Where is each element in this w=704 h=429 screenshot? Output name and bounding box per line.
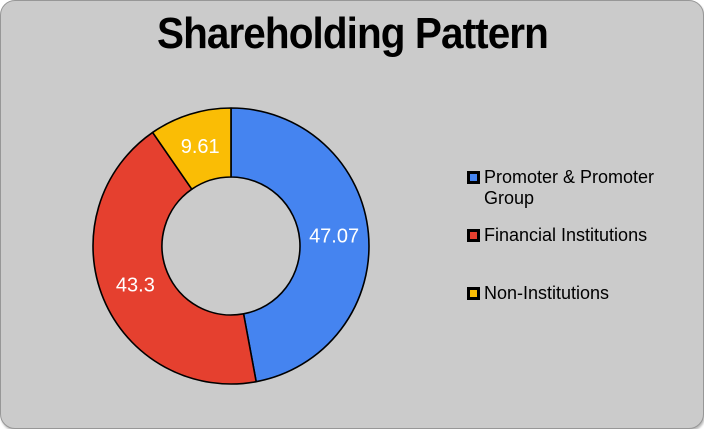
slice-label-2: 9.61 xyxy=(181,136,220,158)
legend-entry-1[interactable]: Financial Institutions xyxy=(467,225,682,246)
legend-label-0: Promoter & Promoter Group xyxy=(484,167,655,208)
slice-label-1: 43.3 xyxy=(116,275,155,297)
legend-marker-1 xyxy=(467,229,480,242)
legend-label-2: Non-Institutions xyxy=(484,283,610,303)
legend: Promoter & Promoter Group Financial Insti… xyxy=(467,167,692,317)
legend-label-1: Financial Institutions xyxy=(484,225,648,245)
legend-marker-2 xyxy=(467,287,480,300)
chart-title-text: Shareholding Pattern xyxy=(156,9,549,58)
legend-entry-0[interactable]: Promoter & Promoter Group xyxy=(467,167,682,209)
legend-entry-2[interactable]: Non-Institutions xyxy=(467,283,682,304)
legend-marker-0 xyxy=(467,171,480,184)
slice-label-0: 47.07 xyxy=(309,226,359,248)
donut-segment-0[interactable] xyxy=(230,107,370,383)
chart-title: Shareholding Pattern xyxy=(1,9,703,59)
donut-segment-2[interactable] xyxy=(151,107,232,191)
donut-chart: 47.07 43.3 9.61 xyxy=(92,107,370,385)
donut-segment-1[interactable] xyxy=(92,131,257,385)
